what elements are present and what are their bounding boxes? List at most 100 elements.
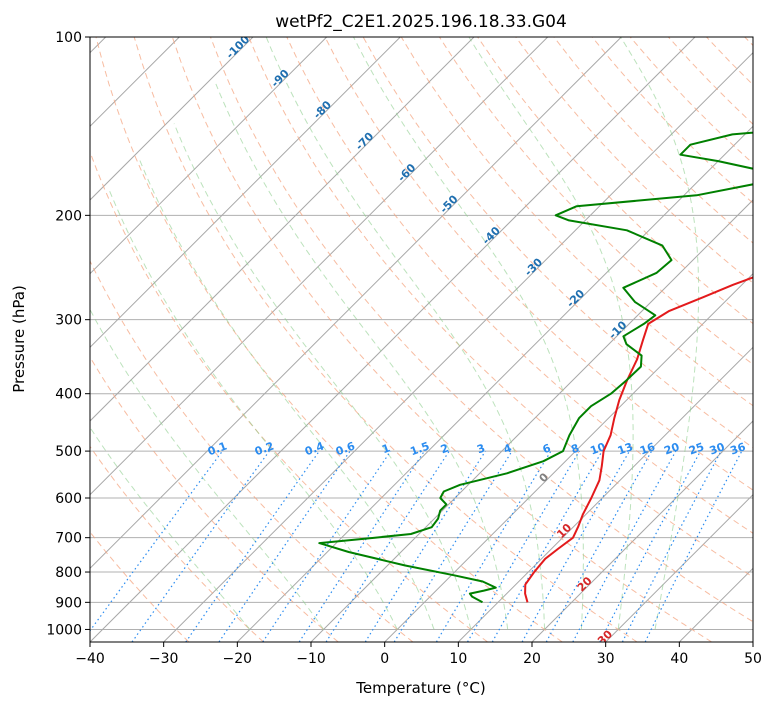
mixing-ratio-label: 20 [662, 440, 681, 458]
mixing-ratio-label: 4 [502, 441, 514, 456]
mixing-ratio-line [325, 450, 450, 642]
isotherm-label: -30 [522, 255, 545, 278]
x-axis-ticks: −40 −30 −20 −10 0 10 20 30 40 50 [75, 642, 762, 667]
dry-adiabat-line [591, 37, 753, 204]
isotherm-label: 20 [575, 574, 595, 594]
mixing-ratio-line [435, 450, 552, 642]
dry-adiabat-line [133, 37, 638, 642]
isotherm-line [236, 125, 753, 642]
sounding-series [318, 131, 753, 604]
dry-adiabat-line [248, 37, 753, 578]
isotherm-line [384, 272, 753, 642]
isotherm-line [90, 37, 622, 570]
isotherm-line [90, 37, 328, 275]
x-tick-label: −10 [296, 651, 326, 667]
x-axis-label: Temperature (°C) [355, 679, 485, 697]
mixing-ratio-label: 0.4 [303, 439, 326, 458]
x-tick-label: 10 [449, 651, 467, 667]
mixing-ratio-line [298, 450, 425, 642]
plot-frame [89, 36, 754, 643]
isotherm-line [90, 37, 696, 642]
y-tick-label: 800 [55, 565, 82, 581]
mixing-ratio-line [218, 450, 351, 642]
dry-adiabat-line [90, 445, 264, 642]
moist-adiabat-line [353, 37, 584, 630]
y-tick-label: 1000 [46, 622, 82, 638]
mixing-ratio-label: 16 [638, 440, 657, 458]
mixing-ratio-line [364, 450, 486, 642]
isotherm-label: -20 [564, 287, 587, 310]
isotherm-line [163, 51, 753, 642]
isotherm-line [90, 37, 401, 349]
isotherm-line [90, 37, 254, 201]
y-tick-label: 700 [55, 531, 82, 547]
mixing-ratio-line [131, 450, 270, 642]
mixing-ratio-labels: 0.1 0.2 0.4 0.6 1 1.5 2 3 4 6 8 10 13 16 20 25 30 36 [206, 439, 748, 458]
mixing-ratio-label: 2 [439, 441, 451, 456]
temperature-profile-line [524, 276, 753, 603]
mixing-ratio-label: 1.5 [408, 439, 431, 458]
x-tick-label: 40 [670, 651, 688, 667]
mixing-ratio-label: 1 [380, 441, 392, 456]
x-tick-label: −30 [149, 651, 179, 667]
y-tick-label: 200 [55, 208, 82, 224]
mixing-ratio-label: 0.6 [334, 439, 357, 458]
dry-adiabat-line [90, 150, 488, 642]
x-tick-label: 50 [744, 651, 762, 667]
isotherm-line [678, 567, 753, 642]
moist-adiabat-line [107, 188, 398, 630]
mixing-ratio-label: 36 [728, 440, 747, 458]
dewpoint-profile-line [318, 131, 753, 604]
mixing-ratio-label: 8 [569, 441, 581, 456]
dry-adiabat-line [171, 37, 712, 642]
moist-adiabat-line [215, 83, 509, 630]
mixing-ratio-line [466, 450, 580, 642]
moist-adiabat-line [138, 157, 435, 630]
mixing-ratio-line [185, 450, 320, 642]
dry-adiabat-line [90, 356, 339, 642]
mixing-ratio-label: 6 [541, 441, 553, 456]
x-tick-label: −40 [75, 651, 105, 667]
isotherm-label: -80 [311, 98, 334, 121]
mixing-ratio-line [644, 450, 743, 642]
mixing-ratio-line [599, 450, 702, 642]
y-tick-label: 100 [55, 30, 82, 46]
dry-adiabat-line [95, 37, 563, 642]
isotherm-label: -40 [480, 224, 503, 247]
isotherm-line [457, 346, 753, 642]
dry-adiabat-line [668, 37, 753, 125]
y-tick-label: 600 [55, 491, 82, 507]
mixing-ratio-label: 30 [708, 440, 727, 458]
mixing-ratio-line [262, 450, 392, 642]
isotherm-line [90, 37, 475, 422]
chart-title: wetPf2_C2E1.2025.196.18.33.G04 [275, 12, 567, 32]
mixing-ratio-label: 25 [687, 440, 706, 457]
y-axis-label: Pressure (hPa) [10, 285, 28, 393]
dry-adiabat-line [706, 37, 753, 86]
x-tick-label: 20 [523, 651, 541, 667]
dry-adiabat-line [324, 37, 753, 491]
dry-adiabat-line [286, 37, 753, 534]
y-tick-label: 300 [55, 313, 82, 329]
isotherm-label: 40 [616, 681, 636, 701]
isotherm-label: -50 [437, 192, 460, 215]
y-axis-ticks: 100 200 300 400 500 600 700 800 900 1000 [46, 30, 90, 638]
moist-adiabat-line [90, 308, 324, 630]
mixing-ratio-label: 0.1 [206, 439, 229, 458]
dry-adiabat-line [90, 531, 190, 642]
isotherm-label: -60 [395, 161, 418, 184]
dry-adiabat-line [90, 259, 414, 642]
dry-adiabat-line [438, 37, 753, 366]
mixing-ratio-label: 13 [616, 440, 635, 457]
isotherm-line [531, 420, 753, 642]
mixing-ratio-label: 3 [475, 441, 487, 456]
mixing-ratio-line [572, 450, 677, 642]
x-tick-label: 30 [597, 651, 615, 667]
moist-adiabat-line [468, 37, 634, 630]
y-tick-label: 400 [55, 387, 82, 403]
dry-adiabat-line [515, 37, 753, 284]
y-tick-label: 500 [55, 444, 82, 460]
isotherm-label: -70 [353, 130, 376, 153]
mixing-ratio-line [393, 450, 513, 642]
